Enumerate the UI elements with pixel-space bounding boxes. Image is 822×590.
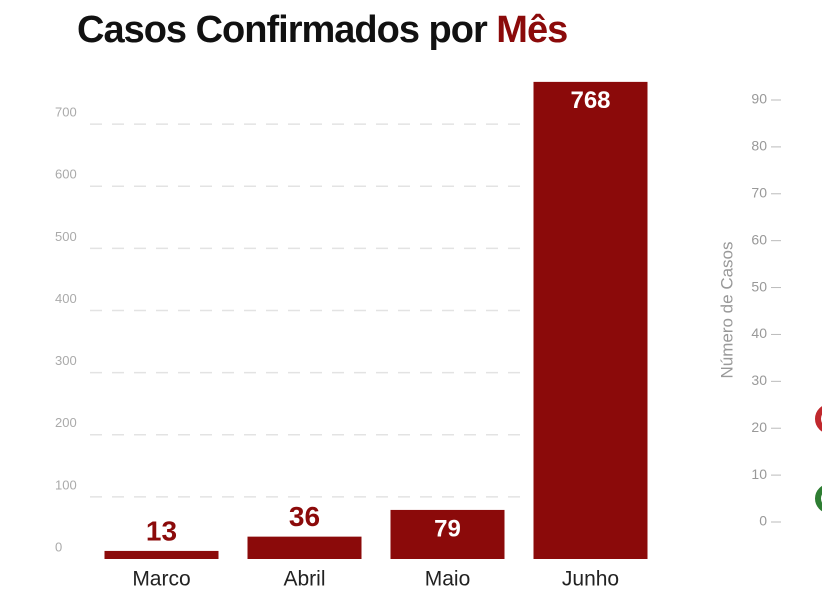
value-label: 36	[289, 501, 320, 532]
x-tick-label: Junho	[562, 568, 619, 590]
value-label: 79	[434, 515, 461, 542]
y-tick-label: 700	[55, 105, 77, 120]
y-tick-label: 100	[55, 477, 77, 492]
y-tick-label: 500	[55, 229, 77, 244]
chart-title: Casos Confirmados por Mês	[77, 9, 567, 51]
bar	[390, 509, 505, 559]
y-tick-label: 80	[751, 138, 767, 154]
y-tick-label: 70	[751, 184, 767, 200]
y-tick-label: 10	[751, 466, 767, 482]
point	[815, 485, 822, 512]
y-tick-label: 0	[55, 539, 62, 554]
y-tick-label: 90	[751, 91, 767, 107]
y-tick-label: 50	[751, 278, 767, 294]
bar	[533, 81, 648, 559]
bar	[247, 536, 362, 559]
y-tick-label: 300	[55, 353, 77, 368]
y-tick-label: 200	[55, 415, 77, 430]
value-label: 768	[570, 87, 610, 114]
y-tick-label: 400	[55, 291, 77, 306]
y-axis-label: Número de Casos	[717, 241, 736, 378]
y-tick-label: 20	[751, 419, 767, 435]
title-highlight: Mês	[496, 9, 567, 51]
y-tick-label: 60	[751, 231, 767, 247]
point	[815, 406, 822, 432]
y-tick-label: 30	[751, 372, 767, 388]
x-tick-label: Maio	[425, 568, 471, 590]
y-tick-label: 0	[759, 513, 767, 529]
x-tick-label: Abril	[283, 568, 325, 590]
title-text: Casos Confirmados por	[77, 9, 488, 51]
bar	[104, 550, 219, 559]
y-tick-label: 40	[751, 325, 767, 341]
y-tick-label: 600	[55, 167, 77, 182]
value-label: 13	[146, 515, 177, 546]
x-tick-label: Marco	[132, 568, 190, 590]
